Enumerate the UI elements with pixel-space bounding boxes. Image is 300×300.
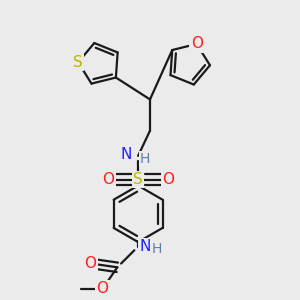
- Text: O: O: [97, 281, 109, 296]
- Text: N: N: [121, 147, 132, 162]
- Text: O: O: [190, 36, 202, 51]
- Text: H: H: [151, 242, 162, 256]
- Text: S: S: [73, 55, 83, 70]
- Text: S: S: [133, 172, 143, 187]
- Text: O: O: [162, 172, 174, 187]
- Text: H: H: [140, 152, 150, 166]
- Text: N: N: [140, 239, 151, 254]
- Text: O: O: [85, 256, 97, 271]
- Text: O: O: [102, 172, 114, 187]
